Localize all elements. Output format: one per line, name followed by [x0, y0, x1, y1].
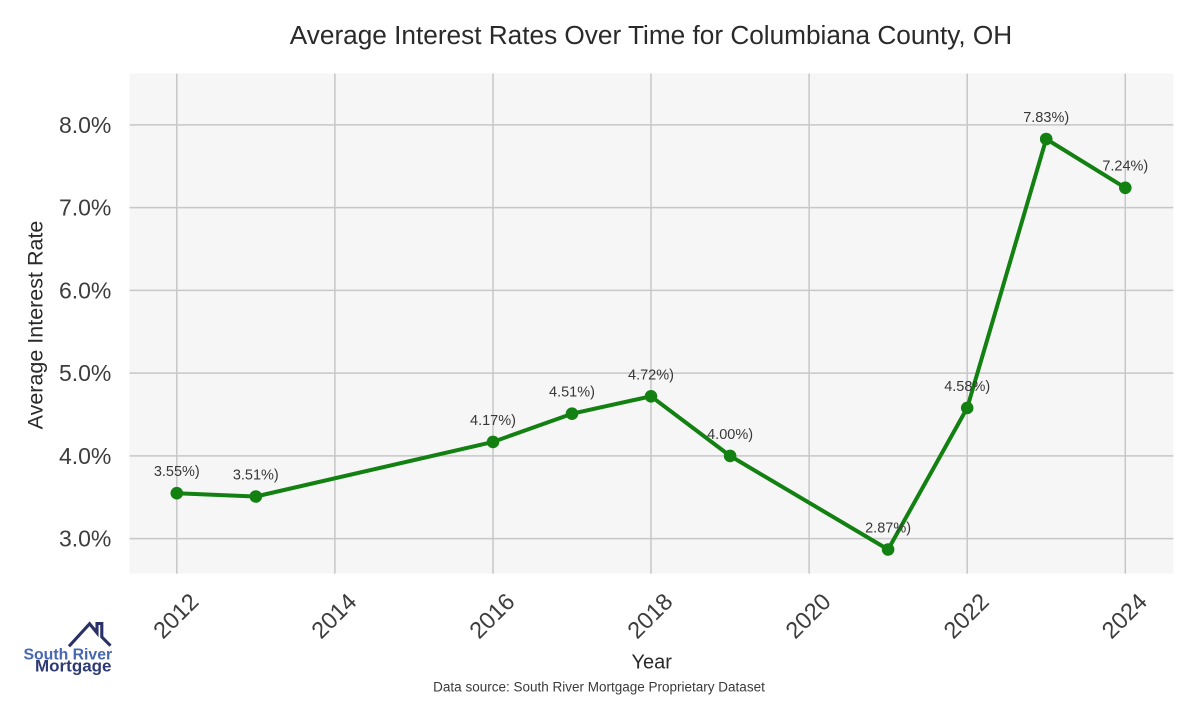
svg-text:Average Interest Rate: Average Interest Rate	[23, 221, 47, 430]
svg-text:3.51%): 3.51%)	[233, 467, 279, 483]
svg-text:4.0%: 4.0%	[59, 443, 111, 469]
svg-text:4.00%): 4.00%)	[707, 427, 753, 443]
svg-text:Average Interest Rates Over Ti: Average Interest Rates Over Time for Col…	[290, 20, 1012, 50]
svg-text:South River: South River	[24, 647, 113, 664]
svg-text:7.24%): 7.24%)	[1102, 159, 1148, 175]
svg-text:4.17%): 4.17%)	[470, 413, 516, 429]
svg-text:4.51%): 4.51%)	[549, 385, 595, 401]
svg-text:3.0%: 3.0%	[59, 526, 111, 552]
svg-text:8.0%: 8.0%	[59, 112, 111, 138]
svg-text:4.58%): 4.58%)	[944, 379, 990, 395]
svg-text:Mortgage: Mortgage	[35, 657, 112, 676]
svg-text:7.0%: 7.0%	[59, 195, 111, 221]
svg-text:7.83%): 7.83%)	[1023, 110, 1069, 126]
svg-text:Year: Year	[631, 652, 672, 674]
svg-text:2.87%): 2.87%)	[865, 520, 911, 536]
svg-text:5.0%: 5.0%	[59, 360, 111, 386]
svg-text:4.72%): 4.72%)	[628, 367, 674, 383]
svg-text:Data source: South River Mortg: Data source: South River Mortgage Propri…	[433, 680, 765, 695]
svg-text:6.0%: 6.0%	[59, 277, 111, 303]
svg-text:3.55%): 3.55%)	[154, 464, 200, 480]
